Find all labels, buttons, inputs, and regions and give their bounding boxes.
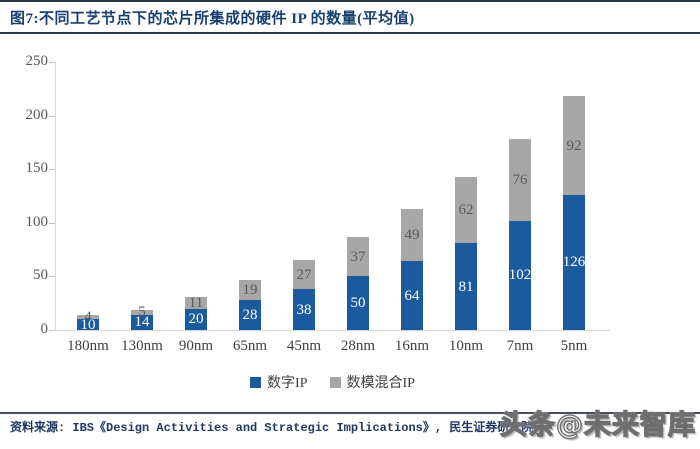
bar-segment-digital	[563, 194, 585, 330]
y-axis-tick-label: 0	[40, 321, 49, 337]
bar-segment-mixed	[77, 314, 99, 320]
bar-segment-mixed	[239, 279, 261, 300]
bar-segment-mixed	[509, 139, 531, 221]
title-underline-rule	[0, 32, 700, 34]
x-axis-category-label: 45nm	[286, 338, 322, 354]
y-axis-tick-label: 200	[25, 106, 49, 123]
source-note: 资料来源: IBS《Design Activities and Strategi…	[10, 421, 534, 435]
y-axis-tick-label: 100	[25, 213, 49, 230]
y-axis-tick	[49, 330, 55, 331]
top-border-rule	[0, 0, 700, 2]
y-axis-tick	[49, 62, 55, 63]
y-axis-tick	[49, 222, 55, 224]
bar-segment-mixed	[563, 96, 585, 195]
bar-segment-digital	[401, 261, 423, 330]
y-axis-line	[55, 62, 56, 330]
x-axis-category-label: 90nm	[178, 338, 214, 354]
bar-segment-mixed	[401, 208, 423, 262]
legend-label-mixed-ip: 数模混合IP	[346, 376, 415, 391]
bar-segment-digital	[293, 289, 315, 330]
bar-segment-digital	[131, 314, 153, 330]
y-axis-tick-label: 150	[25, 160, 49, 177]
footer-rule	[0, 412, 700, 414]
legend-swatch-mixed-ip	[329, 376, 341, 388]
legend-label-digital-ip: 数字IP	[267, 376, 308, 391]
x-axis-category-label: 130nm	[121, 338, 163, 354]
y-axis-tick	[49, 276, 55, 278]
y-axis-tick-label: 50	[33, 267, 48, 284]
x-axis-category-label: 65nm	[232, 338, 268, 354]
bar-segment-digital	[509, 220, 531, 330]
x-axis-category-label: 180nm	[67, 338, 109, 354]
y-axis-tick	[49, 115, 55, 117]
bar-segment-mixed	[185, 296, 207, 309]
bar-segment-digital	[347, 276, 369, 330]
bar-segment-mixed	[455, 176, 477, 244]
x-axis-category-label: 16nm	[394, 338, 430, 354]
chart-legend: 数字IP 数模混合IP	[55, 372, 610, 392]
bar-segment-digital	[455, 243, 477, 330]
x-axis-category-label: 5nm	[560, 338, 588, 354]
bar-segment-mixed	[293, 260, 315, 290]
bar-segment-digital	[77, 319, 99, 330]
y-axis-tick	[49, 169, 55, 171]
bar-segment-digital	[185, 308, 207, 330]
x-axis-category-label: 28nm	[340, 338, 376, 354]
x-axis-category-label: 10nm	[448, 338, 484, 354]
legend-item-digital: 数字IP	[250, 372, 308, 392]
legend-swatch-digital-ip	[250, 376, 262, 388]
x-axis-line	[55, 330, 610, 331]
x-axis-category-label: 7nm	[506, 338, 534, 354]
bar-segment-digital	[239, 299, 261, 330]
bar-segment-mixed	[347, 236, 369, 277]
toutiao-watermark-logo: 头条@未来智库	[499, 409, 696, 441]
legend-item-mixed: 数模混合IP	[329, 372, 415, 392]
bar-segment-mixed	[131, 309, 153, 315]
chart-title: 图7:不同工艺节点下的芯片所集成的硬件 IP 的数量(平均值)	[10, 11, 415, 27]
y-axis-tick-label: 250	[25, 53, 49, 69]
